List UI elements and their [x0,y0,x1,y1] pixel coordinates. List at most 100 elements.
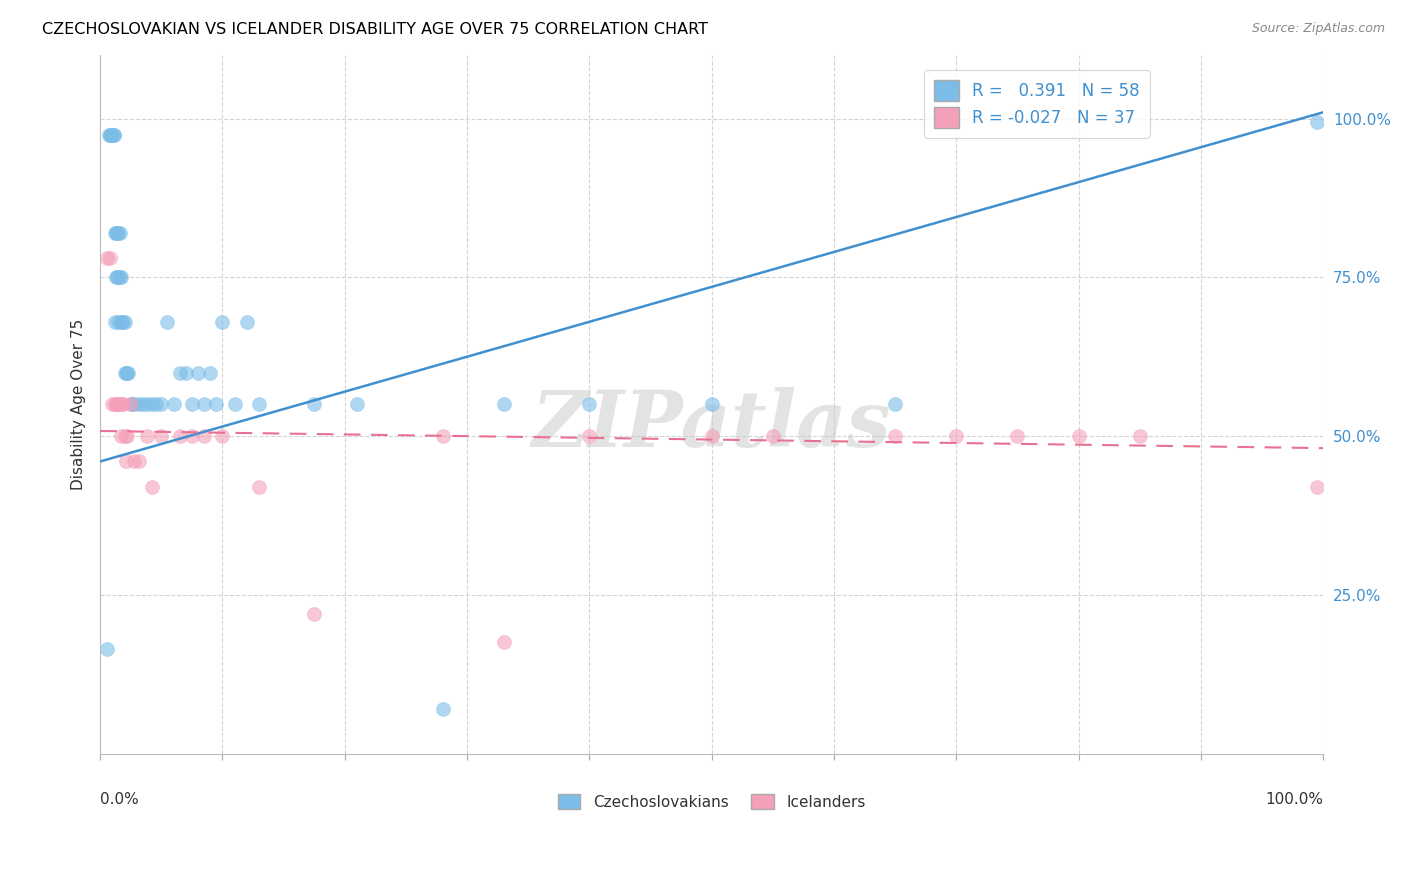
Point [128,454,150,468]
Point [108,270,131,285]
Point [128,397,150,411]
Point [432,702,454,716]
Point [107,315,129,329]
Point [105,397,128,411]
Point [107,226,129,240]
Point [96,252,118,266]
Point [180,397,202,411]
Point [141,480,163,494]
Point [346,397,368,411]
Point [112,315,135,329]
Point [132,397,155,411]
Point [96,641,118,656]
Text: CZECHOSLOVAKIAN VS ICELANDER DISABILITY AGE OVER 75 CORRELATION CHART: CZECHOSLOVAKIAN VS ICELANDER DISABILITY … [42,22,709,37]
Point [1067,429,1090,443]
Point [101,128,124,142]
Point [945,429,967,443]
Point [108,397,131,411]
Point [205,397,228,411]
Point [105,397,128,411]
Text: 0.0%: 0.0% [100,792,139,807]
Point [187,366,209,380]
Point [108,226,131,240]
Point [302,607,325,621]
Text: Source: ZipAtlas.com: Source: ZipAtlas.com [1251,22,1385,36]
Point [578,429,600,443]
Point [492,397,515,411]
Point [104,315,127,329]
Point [578,397,600,411]
Point [117,366,139,380]
Point [98,252,121,266]
Point [115,366,138,380]
Y-axis label: Disability Age Over 75: Disability Age Over 75 [72,318,86,490]
Point [247,480,270,494]
Point [224,397,246,411]
Point [120,397,142,411]
Point [120,397,142,411]
Point [103,128,125,142]
Point [104,226,127,240]
Point [105,270,128,285]
Point [97,128,120,142]
Point [110,315,132,329]
Text: 100.0%: 100.0% [1265,792,1323,807]
Point [107,397,129,411]
Point [211,315,233,329]
Point [884,397,907,411]
Point [145,397,167,411]
Point [112,397,135,411]
Point [200,366,222,380]
Point [141,397,163,411]
Point [236,315,259,329]
Point [432,429,454,443]
Point [700,397,723,411]
Point [150,429,173,443]
Point [105,226,128,240]
Point [193,429,215,443]
Point [174,366,197,380]
Point [1306,115,1329,129]
Point [105,270,128,285]
Point [114,429,136,443]
Point [1306,480,1329,494]
Point [114,454,136,468]
Point [98,128,121,142]
Point [135,397,157,411]
Point [100,128,122,142]
Point [169,366,191,380]
Point [107,270,129,285]
Point [104,397,127,411]
Point [114,366,136,380]
Point [101,397,124,411]
Point [162,397,184,411]
Legend: Czechoslovakians, Icelanders: Czechoslovakians, Icelanders [551,788,872,815]
Point [1129,429,1152,443]
Point [211,429,233,443]
Point [101,128,124,142]
Point [110,270,132,285]
Point [124,397,146,411]
Point [193,397,215,411]
Point [247,397,270,411]
Point [110,429,132,443]
Text: ZIPatlas: ZIPatlas [531,387,891,464]
Point [114,315,136,329]
Point [884,429,907,443]
Point [700,429,723,443]
Point [111,315,134,329]
Point [115,429,138,443]
Point [492,635,515,649]
Point [156,315,179,329]
Point [1007,429,1029,443]
Point [121,397,143,411]
Point [114,366,136,380]
Point [762,429,785,443]
Point [124,454,146,468]
Point [103,128,125,142]
Point [169,429,191,443]
Point [180,429,202,443]
Point [302,397,325,411]
Point [105,226,128,240]
Point [150,397,173,411]
